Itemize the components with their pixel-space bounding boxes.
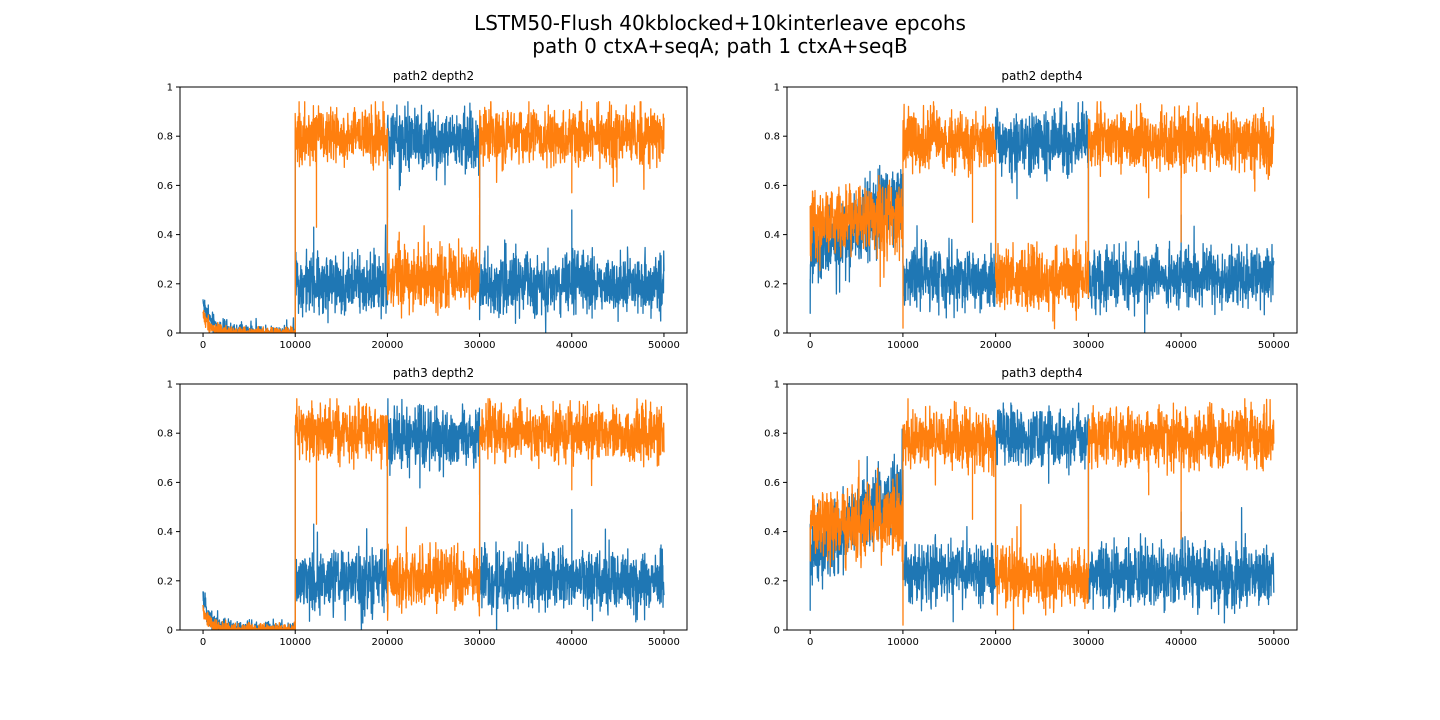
x-tick-label: 20000	[980, 340, 1012, 351]
x-tick-label: 30000	[1072, 340, 1104, 351]
x-tick-label: 0	[200, 637, 206, 648]
axes-frame	[786, 86, 1298, 334]
x-tick-label: 20000	[372, 637, 404, 648]
y-tick-label: 1	[167, 83, 173, 94]
x-tick-label: 0	[807, 637, 813, 648]
y-tick-label: 0.2	[764, 279, 780, 290]
y-tick-label: 0.8	[157, 132, 173, 143]
series-1-line	[202, 398, 665, 630]
x-tick-label: 50000	[1258, 340, 1290, 351]
subplot-1: 0 10000 20000 30000 40000 50000 0 0.2 0.4 0.6 0.8 1…	[157, 69, 688, 351]
x-tick-label: 40000	[556, 340, 588, 351]
x-tick-label: 40000	[556, 637, 588, 648]
subplot-4: 0 10000 20000 30000 40000 50000 0 0.2 0.4 0.6 0.8 1…	[764, 366, 1298, 648]
y-tick-label: 0	[167, 626, 173, 637]
subplot-2: 0 10000 20000 30000 40000 50000 0 0.2 0.4 0.6 0.8 1…	[764, 69, 1298, 351]
y-tick-label: 0.8	[157, 429, 173, 440]
subplot-3: 0 10000 20000 30000 40000 50000 0 0.2 0.4 0.6 0.8 1…	[157, 366, 688, 648]
axes-frame	[786, 383, 1298, 631]
y-tick-label: 0.2	[157, 576, 173, 587]
x-tick-label: 40000	[1165, 340, 1197, 351]
y-tick-label: 0	[167, 329, 173, 340]
y-tick-label: 0.4	[764, 230, 780, 241]
figure-title: LSTM50-Flush 40kblocked+10kinterleave ep…	[474, 11, 966, 35]
series-0-line	[809, 101, 1275, 333]
subplot-title: path2 depth2	[393, 69, 474, 83]
y-tick-label: 1	[167, 380, 173, 391]
y-tick-label: 0.6	[157, 478, 173, 489]
y-tick-label: 0.4	[157, 527, 173, 538]
x-tick-label: 50000	[648, 340, 680, 351]
y-tick-label: 1	[774, 380, 780, 391]
y-tick-label: 0.2	[764, 576, 780, 587]
series-1-line	[809, 398, 1275, 630]
y-tick-label: 0.4	[157, 230, 173, 241]
x-tick-label: 50000	[648, 637, 680, 648]
y-tick-label: 0	[774, 329, 780, 340]
x-tick-label: 0	[807, 340, 813, 351]
y-tick-label: 0.4	[764, 527, 780, 538]
x-tick-label: 30000	[464, 637, 496, 648]
x-tick-label: 0	[200, 340, 206, 351]
series-0-line	[202, 398, 665, 630]
x-tick-label: 40000	[1165, 637, 1197, 648]
x-tick-label: 10000	[887, 637, 919, 648]
x-tick-label: 10000	[279, 637, 311, 648]
y-tick-label: 0.8	[764, 429, 780, 440]
y-tick-label: 0.2	[157, 279, 173, 290]
x-tick-label: 20000	[980, 637, 1012, 648]
subplot-title: path3 depth2	[393, 366, 474, 380]
y-tick-label: 0.6	[764, 478, 780, 489]
axes-frame	[179, 86, 688, 334]
y-tick-label: 0.6	[157, 181, 173, 192]
subplot-title: path2 depth4	[1001, 69, 1082, 83]
figure-subtitle: path 0 ctxA+seqA; path 1 ctxA+seqB	[532, 34, 908, 58]
axes-frame	[179, 383, 688, 631]
y-tick-label: 0.8	[764, 132, 780, 143]
x-tick-label: 10000	[279, 340, 311, 351]
x-tick-label: 30000	[1072, 637, 1104, 648]
x-tick-label: 50000	[1258, 637, 1290, 648]
x-tick-label: 20000	[372, 340, 404, 351]
x-tick-label: 10000	[887, 340, 919, 351]
y-tick-label: 0.6	[764, 181, 780, 192]
series-1-line	[809, 101, 1275, 330]
x-tick-label: 30000	[464, 340, 496, 351]
y-tick-label: 1	[774, 83, 780, 94]
series-0-line	[809, 402, 1275, 624]
subplot-title: path3 depth4	[1001, 366, 1082, 380]
y-tick-label: 0	[774, 626, 780, 637]
